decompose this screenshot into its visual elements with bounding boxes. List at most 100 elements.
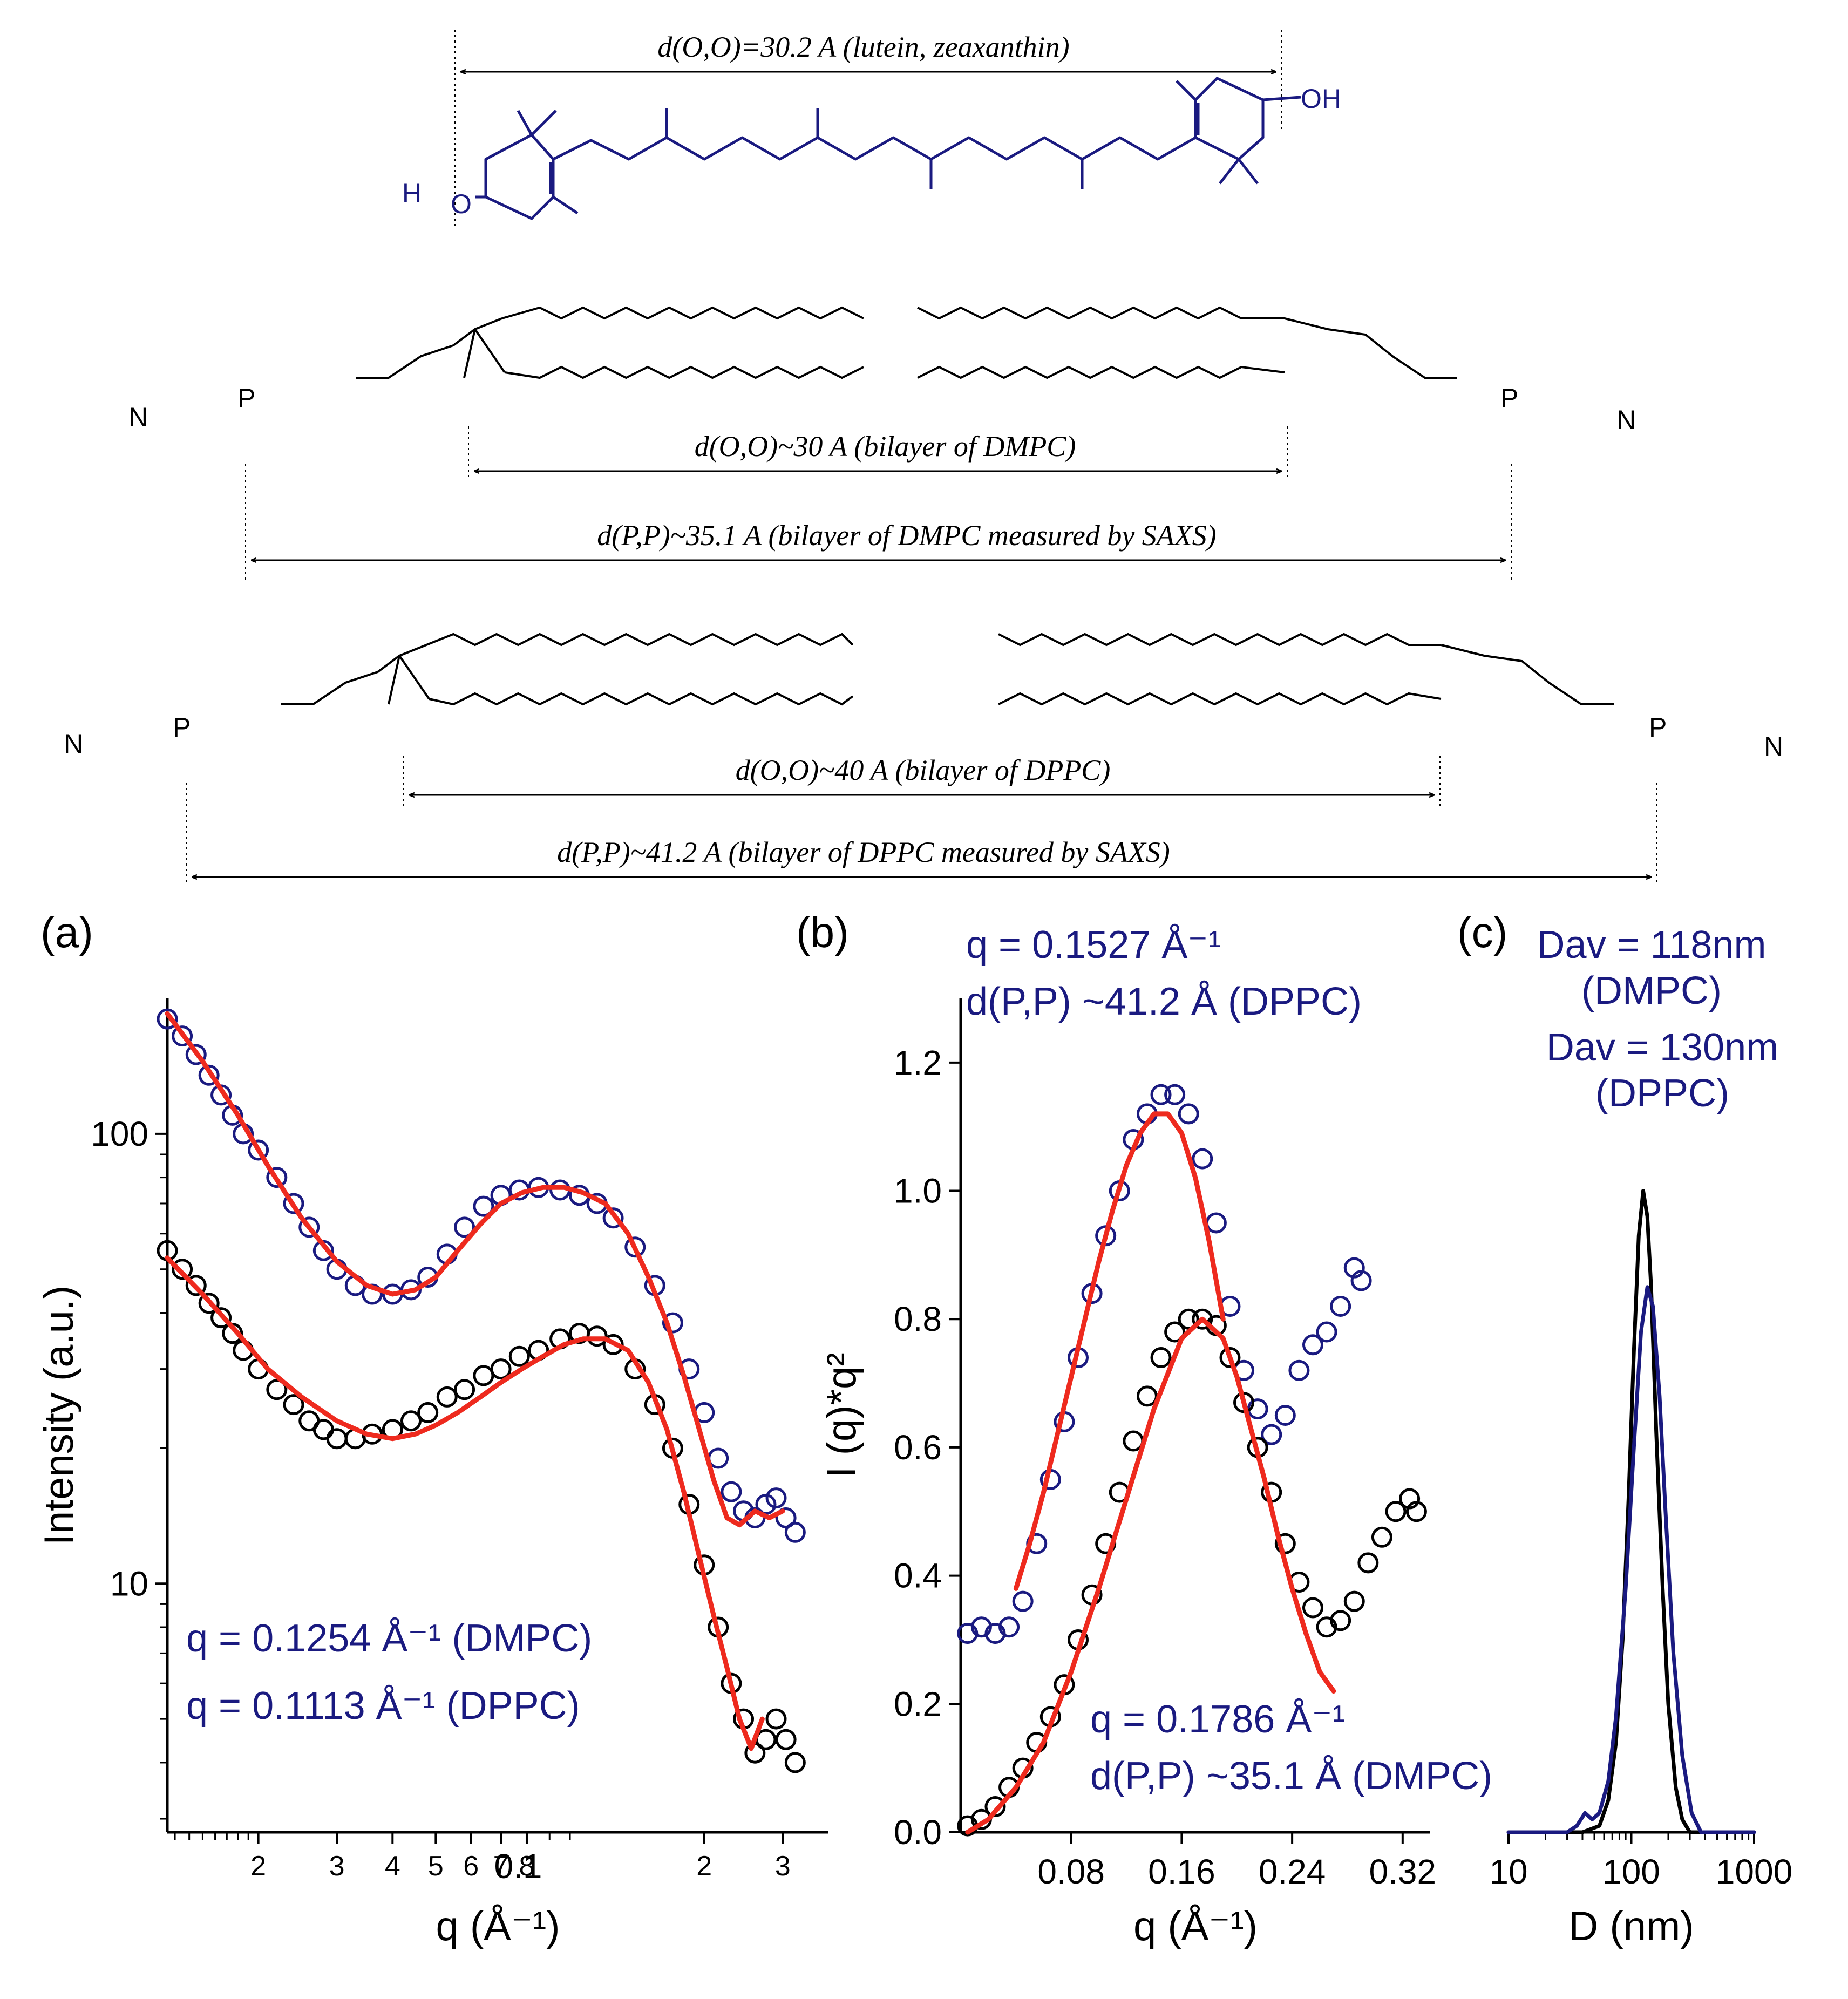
data-point xyxy=(1012,1590,1034,1612)
dppc-p-left: P xyxy=(173,712,191,743)
series-line-dmpc-c xyxy=(1506,1189,1756,1834)
y-tick-label: 0.2 xyxy=(894,1684,942,1723)
y-tick-label: 0.8 xyxy=(894,1300,942,1338)
panel-a-label: (a) xyxy=(40,908,93,956)
series-line-dppc-fit-b xyxy=(1013,1111,1226,1591)
data-point xyxy=(185,1044,207,1065)
data-point xyxy=(172,1025,193,1047)
data-point xyxy=(1405,1501,1427,1522)
y-tick-label: 0.6 xyxy=(894,1428,942,1467)
x-tick-label: 10 xyxy=(1489,1852,1527,1891)
series-line-dmpc-fit-b xyxy=(965,1316,1336,1835)
dmpc-p-right: P xyxy=(1500,383,1518,413)
x-tick-label: 3 xyxy=(329,1851,345,1882)
data-point xyxy=(1164,1321,1186,1343)
data-point xyxy=(1205,1212,1227,1234)
dppc-pp-label: d(P,P)~41.2 A (bilayer of DPPC measured … xyxy=(557,836,1170,868)
data-point xyxy=(473,1365,494,1386)
dmpc-n-right: N xyxy=(1616,405,1636,435)
data-point xyxy=(490,1358,512,1380)
series-line-dppc-fit-a xyxy=(165,1011,785,1528)
series-dmpc-a xyxy=(157,1240,806,1773)
data-point xyxy=(1343,1257,1365,1279)
panel-c-label: (c) xyxy=(1457,908,1507,956)
data-point xyxy=(784,1521,806,1543)
data-point xyxy=(765,1487,787,1509)
data-point xyxy=(248,1139,269,1161)
y-tick-label: 1.0 xyxy=(894,1172,942,1211)
y-tick-label: 0.4 xyxy=(894,1556,942,1595)
data-point xyxy=(1302,1597,1323,1619)
data-point xyxy=(454,1379,475,1400)
panel-a-annotation-dmpc: q = 0.1254 Å⁻¹ (DMPC) xyxy=(186,1617,592,1660)
panel-b-label: (b) xyxy=(796,908,849,956)
y-tick-label: 10 xyxy=(110,1564,148,1603)
panel-c-dmpc-line2: (DMPC) xyxy=(1581,969,1722,1012)
data-point xyxy=(721,1481,742,1502)
data-point xyxy=(454,1216,475,1238)
data-point xyxy=(172,1259,193,1280)
data-point xyxy=(473,1195,494,1217)
data-point xyxy=(1274,1405,1296,1426)
dppc-n-right: N xyxy=(1764,731,1783,761)
panel-b-annotation-dmpc-q: q = 0.1786 Å⁻¹ xyxy=(1090,1698,1345,1741)
y-tick-label: 1.2 xyxy=(894,1043,942,1082)
data-point xyxy=(1178,1103,1199,1125)
dppc-p-right: P xyxy=(1649,712,1667,743)
y-tick-label: 100 xyxy=(91,1114,148,1153)
data-point xyxy=(662,1312,683,1334)
lutein-molecule xyxy=(475,77,1301,220)
data-point xyxy=(326,1428,348,1450)
data-point xyxy=(1261,1424,1282,1445)
data-point xyxy=(1385,1501,1407,1522)
x-axis-label-a: q (Å⁻¹) xyxy=(436,1903,560,1949)
dppc-oo-label: d(O,O)~40 A (bilayer of DPPC) xyxy=(736,754,1111,786)
series-line-dmpc-fit-a xyxy=(165,1255,765,1751)
x-tick-label: 0.08 xyxy=(1037,1852,1105,1891)
panel-c-dppc-line2: (DPPC) xyxy=(1595,1072,1729,1115)
data-point xyxy=(312,1419,334,1440)
data-point xyxy=(436,1386,458,1408)
chart-a: 2 3 4 5 6 7 8 2 3 10 100 q (Å⁻¹) Intensity (a.u.) xyxy=(36,998,828,1949)
data-point xyxy=(784,1752,806,1773)
y-axis-label-a: Intensity (a.u.) xyxy=(36,1286,82,1546)
data-point xyxy=(1274,1533,1296,1554)
dppc-n-left: N xyxy=(64,729,83,759)
panel-c-dppc-line1: Dav = 130nm xyxy=(1546,1026,1778,1069)
data-point xyxy=(775,1729,797,1750)
panel-b-annotation-dmpc-d: d(P,P) ~35.1 Å (DMPC) xyxy=(1090,1755,1492,1798)
data-point xyxy=(775,1507,797,1528)
data-point xyxy=(298,1216,320,1238)
data-point xyxy=(1150,1084,1172,1105)
x-tick-label: 0.32 xyxy=(1369,1852,1437,1891)
y-axis-label-b: I (q)*q² xyxy=(819,1352,865,1478)
x-tick-label: 0.16 xyxy=(1148,1852,1215,1891)
data-point xyxy=(283,1193,304,1214)
molecule-diagram: d(O,O)=30.2 A (lutein, zeaxanthin) OH H … xyxy=(64,30,1783,885)
x-tick-label: 4 xyxy=(385,1851,400,1882)
data-point xyxy=(198,1293,220,1314)
panel-b-annotation-dppc-q: q = 0.1527 Å⁻¹ xyxy=(966,923,1221,967)
data-point xyxy=(586,1325,608,1347)
data-point xyxy=(1371,1526,1392,1548)
x-tick-label: 100 xyxy=(1602,1852,1660,1891)
data-point xyxy=(185,1275,207,1296)
data-point xyxy=(1288,1359,1310,1381)
x-tick-label: 2 xyxy=(696,1851,712,1882)
series-dppc-b xyxy=(957,1084,1372,1644)
data-point xyxy=(1330,1295,1351,1317)
y-tick-label: 0.0 xyxy=(894,1813,942,1852)
data-point xyxy=(1136,1385,1158,1407)
data-point xyxy=(984,1796,1006,1817)
x-tick-label: 7 xyxy=(493,1851,509,1882)
panel-a-decade-label: 0.1 xyxy=(494,1847,542,1886)
data-point xyxy=(1150,1347,1172,1369)
data-point xyxy=(602,1207,624,1229)
dmpc-oo-label: d(O,O)~30 A (bilayer of DMPC) xyxy=(695,430,1076,463)
data-point xyxy=(1192,1148,1213,1170)
data-point xyxy=(266,1167,288,1188)
x-tick-label: 1000 xyxy=(1716,1852,1792,1891)
chart-b: 0.08 0.16 0.24 0.32 0.0 0.2 0.4 0.6 0.8 1.0 1.2 q (… xyxy=(819,998,1436,1949)
data-point xyxy=(1164,1084,1186,1105)
